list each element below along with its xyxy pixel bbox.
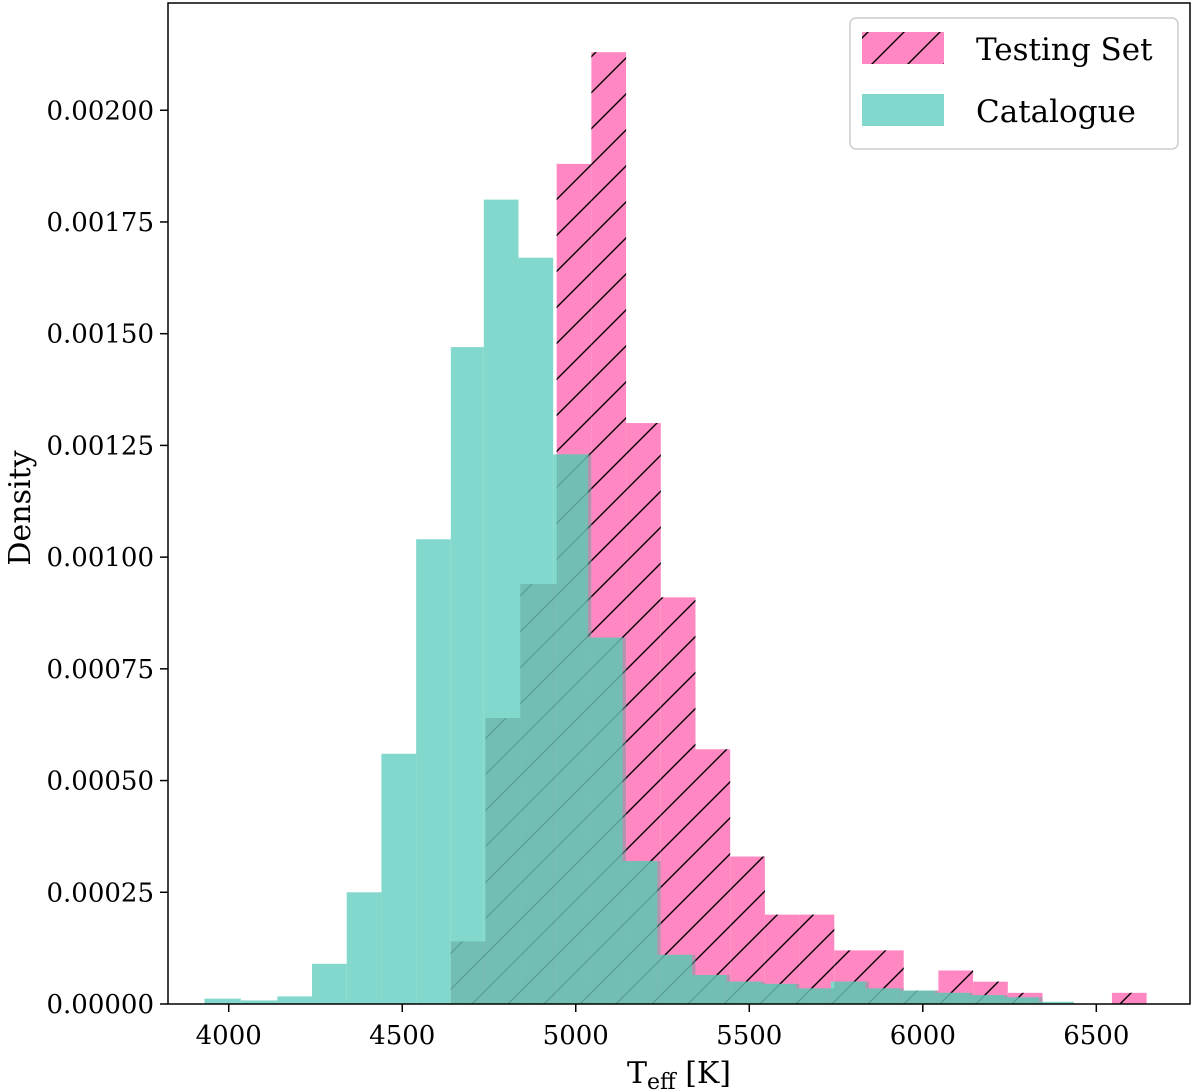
overlap-hatch bbox=[903, 990, 939, 1004]
overlap-hatch bbox=[695, 974, 731, 1004]
y-axis-label: Density bbox=[3, 450, 38, 565]
y-tick-label: 0.00125 bbox=[46, 431, 154, 461]
y-tick-label: 0.00200 bbox=[46, 96, 154, 126]
testing-set-bar-hatch bbox=[695, 749, 731, 1004]
overlap-hatch bbox=[450, 941, 486, 1004]
x-axis: 4000 4500 5000 5500 6000 6500 bbox=[196, 1004, 1129, 1051]
overlap-hatch bbox=[660, 954, 696, 1004]
legend-swatch-catalogue bbox=[862, 94, 944, 126]
x-tick-label: 5500 bbox=[716, 1021, 782, 1051]
catalogue-bar bbox=[204, 998, 241, 1004]
legend: Testing Set Catalogue bbox=[849, 17, 1179, 150]
overlap-hatch bbox=[764, 983, 800, 1004]
y-tick-label: 0.00000 bbox=[46, 990, 154, 1020]
testing-set-bar-hatch bbox=[1111, 992, 1147, 1004]
overlap-hatch bbox=[626, 861, 661, 1004]
legend-label-testing-set: Testing Set bbox=[976, 32, 1153, 68]
y-axis: 0.00000 0.00025 0.00050 0.00075 0.00100 0.001… bbox=[46, 96, 168, 1020]
x-tick-label: 5000 bbox=[543, 1021, 609, 1051]
overlap-hatch bbox=[485, 718, 521, 1004]
x-tick-label: 4500 bbox=[369, 1021, 435, 1051]
catalogue-bar bbox=[240, 1000, 278, 1004]
y-tick-label: 0.00175 bbox=[46, 208, 154, 238]
y-tick-label: 0.00100 bbox=[46, 543, 154, 573]
x-axis-label: Teff [K] bbox=[627, 1056, 731, 1092]
catalogue-bar bbox=[416, 539, 451, 1004]
x-tick-label: 6000 bbox=[890, 1021, 956, 1051]
x-tick-label: 4000 bbox=[196, 1021, 262, 1051]
y-tick-label: 0.00150 bbox=[46, 320, 154, 350]
testing-set-bar-hatch bbox=[660, 597, 696, 1004]
overlap-hatch bbox=[834, 981, 869, 1004]
overlap-hatch bbox=[520, 583, 557, 1004]
plot-frame bbox=[167, 2, 1191, 1005]
catalogue-bar bbox=[1039, 1001, 1074, 1004]
catalogue-bar bbox=[450, 347, 484, 1004]
testing-set-hatch-overlay bbox=[450, 454, 1043, 1004]
testing-set-bar-hatch bbox=[730, 856, 765, 1004]
overlap-hatch bbox=[868, 988, 904, 1004]
x-tick-label: 6500 bbox=[1063, 1021, 1129, 1051]
catalogue-bar bbox=[346, 892, 382, 1004]
overlap-hatch bbox=[591, 637, 627, 1004]
y-tick-label: 0.00050 bbox=[46, 767, 154, 797]
overlap-hatch bbox=[973, 995, 1008, 1004]
catalogue-bar bbox=[277, 996, 313, 1004]
catalogue-bar bbox=[312, 963, 347, 1004]
overlap-hatch bbox=[730, 981, 765, 1004]
catalogue-bar bbox=[381, 753, 417, 1004]
overlap-hatch bbox=[556, 454, 592, 1004]
y-tick-label: 0.00075 bbox=[46, 655, 154, 685]
legend-swatch-hatch bbox=[862, 32, 944, 64]
overlap-hatch bbox=[799, 988, 835, 1004]
y-tick-label: 0.00025 bbox=[46, 878, 154, 908]
overlap-hatch bbox=[1007, 997, 1043, 1004]
legend-label-catalogue: Catalogue bbox=[976, 94, 1136, 130]
overlap-hatch bbox=[938, 992, 974, 1004]
